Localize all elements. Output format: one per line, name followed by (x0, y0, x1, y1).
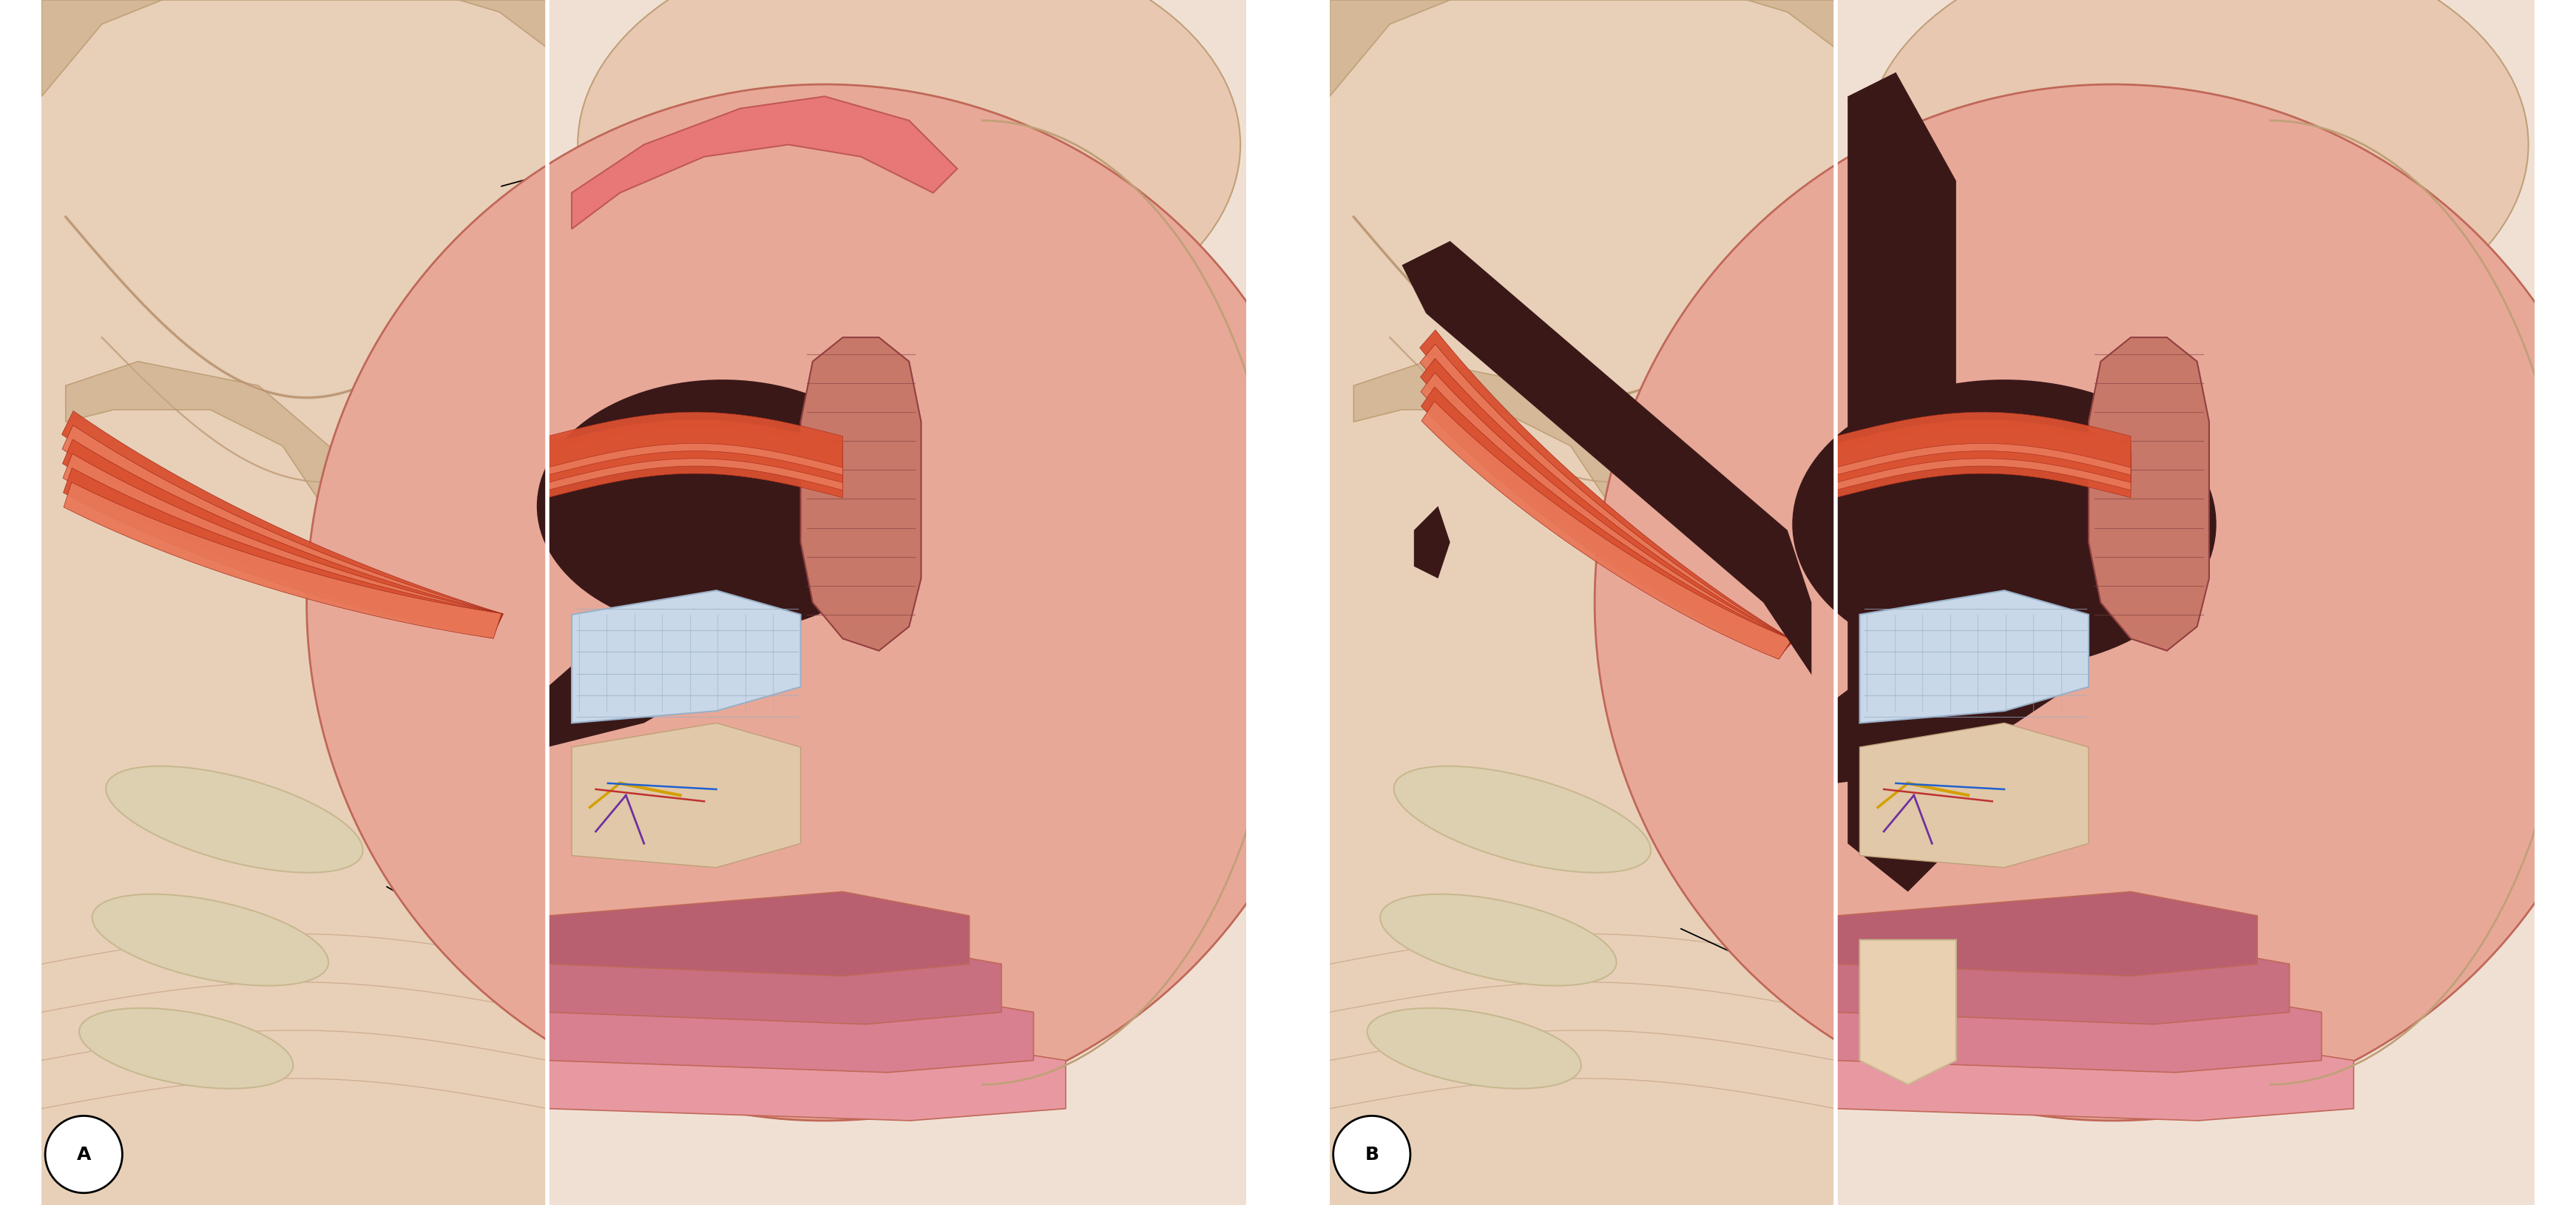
Text: Vomer: Vomer (1682, 929, 2002, 1074)
Polygon shape (549, 1036, 1066, 1121)
Ellipse shape (1865, 0, 2530, 355)
Polygon shape (1419, 330, 1793, 658)
FancyBboxPatch shape (41, 0, 549, 1205)
Polygon shape (549, 940, 1002, 1024)
Polygon shape (1422, 401, 1793, 659)
Polygon shape (1860, 940, 1955, 1084)
Polygon shape (549, 435, 842, 490)
Ellipse shape (1381, 894, 1615, 986)
Polygon shape (549, 988, 1033, 1072)
Text: Hamulus: Hamulus (448, 592, 729, 700)
Polygon shape (572, 96, 958, 229)
Text: Aponeurosis: Aponeurosis (422, 694, 752, 857)
Polygon shape (1837, 988, 2321, 1072)
Polygon shape (1422, 372, 1793, 659)
Polygon shape (41, 0, 549, 96)
Text: Uvulus muscle: Uvulus muscle (1777, 512, 2058, 543)
Ellipse shape (577, 0, 1242, 355)
Circle shape (1595, 84, 2576, 1121)
Circle shape (307, 84, 1342, 1121)
Polygon shape (1401, 241, 1811, 675)
Polygon shape (62, 425, 502, 637)
Polygon shape (62, 453, 502, 639)
Polygon shape (67, 362, 402, 639)
Polygon shape (572, 590, 801, 723)
Polygon shape (549, 892, 969, 976)
Polygon shape (1422, 387, 1793, 659)
Polygon shape (549, 554, 801, 747)
Circle shape (46, 1116, 121, 1193)
Polygon shape (549, 412, 842, 468)
Text: Palatoglossus and
palatopharyngeus
muscles (reflected): Palatoglossus and palatopharyngeus muscl… (1783, 351, 2089, 416)
Polygon shape (1837, 0, 2535, 1205)
Polygon shape (1329, 0, 1837, 96)
FancyBboxPatch shape (1329, 0, 1837, 1205)
Text: B: B (1365, 1146, 1378, 1163)
Ellipse shape (1394, 766, 1651, 872)
Polygon shape (64, 468, 502, 639)
Polygon shape (1837, 578, 2089, 783)
Ellipse shape (1368, 1009, 1582, 1088)
Text: Tensor muscle: Tensor muscle (1759, 560, 2056, 622)
Polygon shape (1837, 412, 2130, 468)
Ellipse shape (106, 766, 363, 872)
Ellipse shape (1793, 380, 2215, 669)
Polygon shape (801, 337, 922, 651)
Polygon shape (1837, 1036, 2354, 1121)
Polygon shape (549, 428, 842, 483)
Polygon shape (549, 419, 842, 475)
Text: Neurovascular
bundle: Neurovascular bundle (399, 748, 768, 950)
Text: Tensor muscle: Tensor muscle (471, 548, 768, 622)
Polygon shape (1860, 590, 2089, 723)
Polygon shape (1837, 892, 2257, 976)
Text: Levator muscle: Levator muscle (1741, 658, 2063, 778)
Circle shape (1334, 1116, 1409, 1193)
Polygon shape (1355, 362, 1690, 639)
Polygon shape (1837, 442, 2130, 498)
Polygon shape (62, 411, 502, 637)
Polygon shape (1419, 358, 1793, 659)
Polygon shape (549, 0, 1247, 1205)
Text: Upper lip: Upper lip (386, 887, 732, 1074)
Polygon shape (1419, 345, 1793, 658)
Text: A: A (77, 1146, 90, 1163)
Text: Aponeurosis: Aponeurosis (1728, 706, 2040, 857)
Polygon shape (2089, 337, 2210, 651)
Polygon shape (1837, 435, 2130, 490)
Text: Lower lip: Lower lip (502, 125, 732, 187)
Polygon shape (1860, 723, 2089, 868)
Polygon shape (1847, 72, 1955, 892)
Polygon shape (1837, 940, 2290, 1024)
Ellipse shape (536, 380, 907, 633)
Text: Palatoglossus and
palatopharyngeus
muscles (reflected): Palatoglossus and palatopharyngeus muscl… (495, 351, 801, 416)
Text: Neurovascular
bundle: Neurovascular bundle (1710, 754, 2056, 950)
Polygon shape (62, 440, 502, 637)
Polygon shape (64, 482, 502, 639)
Text: Levator muscle: Levator muscle (448, 646, 775, 778)
Polygon shape (1837, 428, 2130, 483)
Polygon shape (572, 723, 801, 868)
Text: Uvulus muscle: Uvulus muscle (489, 500, 770, 543)
Polygon shape (549, 442, 842, 498)
Polygon shape (1837, 419, 2130, 475)
Polygon shape (1414, 506, 1450, 578)
Text: Tongue: Tongue (477, 198, 719, 271)
Text: Hamulus: Hamulus (1741, 610, 2017, 700)
Ellipse shape (80, 1009, 294, 1088)
Ellipse shape (93, 894, 327, 986)
